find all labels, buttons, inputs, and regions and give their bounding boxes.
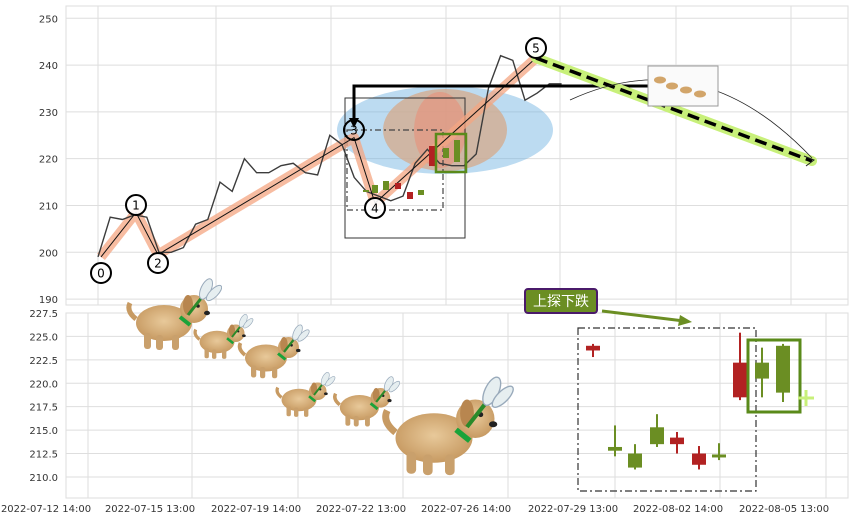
x-tick-label: 2022-07-26 14:00: [421, 504, 511, 515]
candlestick: [670, 431, 684, 454]
zigzag-point-marker: [525, 37, 547, 59]
zigzag-point-label: 3: [350, 124, 358, 138]
thumbnail-dog-shape: [666, 82, 678, 90]
candlestick: [586, 343, 600, 358]
candlestick: [755, 347, 769, 398]
thumbnail-dog-shape: [680, 86, 692, 94]
bottom-y-tick-label: 217.5: [29, 403, 58, 414]
mini-candle: [443, 148, 449, 158]
candle-body: [608, 446, 622, 451]
x-tick-label: 2022-07-22 13:00: [316, 504, 406, 515]
zigzag-point-label: 1: [132, 199, 140, 213]
thumbnail-dog-shape: [694, 90, 706, 98]
price-line: [97, 54, 562, 258]
mini-candle: [407, 192, 413, 199]
annotation-layer: 上探下跌: [524, 288, 598, 314]
bottom-y-tick-label: 225.0: [29, 332, 58, 343]
dog-thumbnail-icon: [647, 65, 719, 107]
zigzag-line: [100, 57, 537, 258]
candle-body: [586, 345, 600, 351]
bracket-line: [352, 84, 652, 122]
x-tick-label: 2022-08-05 13:00: [739, 504, 829, 515]
annotation-arrow-line: [601, 309, 685, 323]
bottom-cross-marker: [798, 390, 814, 406]
candlestick: [608, 425, 622, 457]
zigzag-point-marker: [90, 262, 112, 284]
top-panel: 190 200 210 220 230 240 250 0 1 2 3 4 5: [39, 5, 849, 306]
zigzag-point-marker: [125, 194, 147, 216]
candlestick: [712, 443, 726, 461]
candlestick: [733, 332, 747, 401]
mini-candle: [454, 140, 460, 162]
candlestick: [628, 444, 642, 470]
candle-body: [733, 362, 747, 398]
top-y-tick-label: 230: [39, 108, 58, 119]
mini-candle: [429, 146, 435, 166]
mini-candle: [383, 181, 389, 190]
zigzag-point-label: 4: [371, 202, 379, 216]
mini-candle: [363, 190, 369, 192]
zigzag-point-marker: [343, 119, 365, 141]
top-y-tick-label: 190: [39, 295, 58, 306]
x-tick-label: 2022-08-02 14:00: [633, 504, 723, 515]
thumbnail-dog-shape: [654, 76, 666, 84]
bottom-green-box: [746, 338, 802, 414]
bottom-y-tick-label: 220.0: [29, 379, 58, 390]
zigzag-point-label: 5: [532, 42, 540, 56]
candle-body: [712, 454, 726, 458]
candle-body: [650, 427, 664, 445]
candlestick: [650, 414, 664, 447]
annotation-arrowhead: [678, 315, 692, 326]
bottom-y-tick-label: 212.5: [29, 450, 58, 461]
bottom-y-tick-label: 210.0: [29, 473, 58, 484]
top-y-tick-label: 210: [39, 201, 58, 212]
x-tick-label: 2022-07-12 14:00: [1, 504, 91, 515]
x-tick-label: 2022-07-15 13:00: [105, 504, 195, 515]
mini-candle: [395, 183, 401, 189]
x-tick-label: 2022-07-19 14:00: [211, 504, 301, 515]
x-tick-label: 2022-07-29 13:00: [528, 504, 618, 515]
annotation-label: 上探下跌: [524, 288, 598, 314]
bottom-plot-area: [65, 312, 849, 499]
thumbnail-frame: [647, 65, 719, 107]
projection-line: [535, 56, 813, 163]
zigzag-point-label: 2: [154, 257, 162, 271]
top-y-tick-label: 220: [39, 155, 58, 166]
annotation-text: 上探下跌: [533, 294, 589, 310]
zigzag-point-marker: [364, 197, 386, 219]
top-y-tick-label: 200: [39, 248, 58, 259]
bottom-panel: 210.0 212.5 215.0 217.5 220.0 222.5 225.0 227.5…: [1, 309, 849, 515]
candle-body: [670, 437, 684, 445]
candle-body: [692, 453, 706, 465]
bottom-dash-dot-box: [577, 327, 757, 492]
bottom-y-tick-label: 215.0: [29, 426, 58, 437]
green-highlight-box: [434, 132, 468, 174]
top-y-tick-label: 250: [39, 14, 58, 25]
candle-body: [776, 345, 790, 393]
candle-body: [628, 453, 642, 468]
mini-candle: [372, 185, 378, 193]
mini-candle: [418, 190, 424, 195]
dash-dot-box: [346, 129, 444, 211]
bottom-y-tick-label: 222.5: [29, 356, 58, 367]
zigzag-point-marker: [147, 252, 169, 274]
projection-arrow-tip: [803, 155, 816, 167]
top-y-tick-label: 240: [39, 61, 58, 72]
zigzag-point-label: 0: [97, 267, 105, 281]
bottom-y-tick-label: 227.5: [29, 309, 58, 320]
candlestick: [776, 343, 790, 402]
candle-body: [755, 362, 769, 379]
candlestick: [692, 446, 706, 470]
